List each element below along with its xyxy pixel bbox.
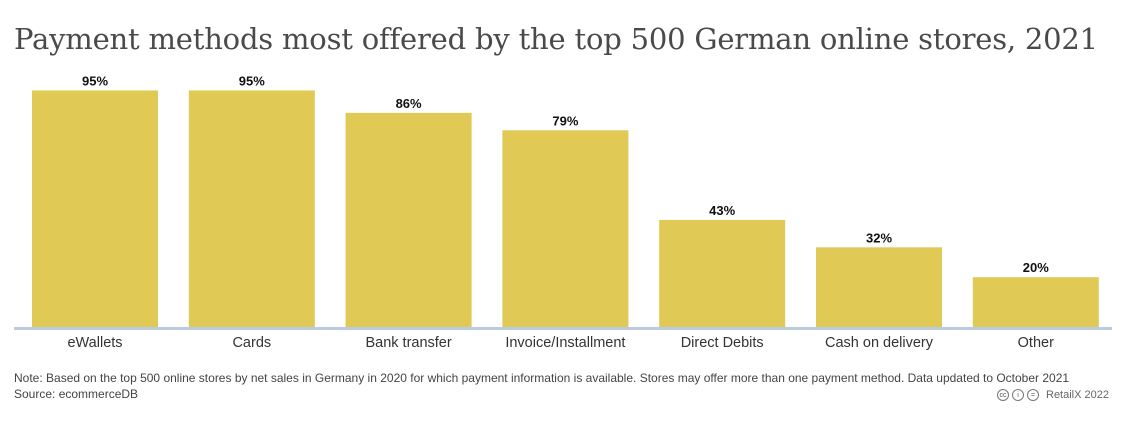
category-label-1: Cards bbox=[232, 335, 271, 351]
value-labels-group: 95% 95% 86% 79% 43% 32% 20% bbox=[82, 73, 1049, 275]
value-label-6: 20% bbox=[1023, 260, 1049, 275]
no-derivatives-icon: = bbox=[1027, 389, 1039, 401]
category-label-3: Invoice/Installment bbox=[505, 335, 625, 351]
category-label-0: eWallets bbox=[67, 335, 122, 351]
category-label-2: Bank transfer bbox=[365, 335, 451, 351]
bar-0 bbox=[32, 90, 158, 327]
footnote: Note: Based on the top 500 online stores… bbox=[14, 371, 1070, 385]
value-label-0: 95% bbox=[82, 73, 108, 88]
bar-4 bbox=[659, 219, 786, 327]
value-label-1: 95% bbox=[239, 73, 265, 88]
value-label-5: 32% bbox=[866, 230, 892, 245]
attribution-icon: i bbox=[1012, 389, 1024, 401]
chart-title: Payment methods most offered by the top … bbox=[14, 22, 1098, 56]
credit-label: RetailX 2022 bbox=[1046, 389, 1109, 401]
cc-license-icon: cc bbox=[997, 389, 1009, 401]
value-label-4: 43% bbox=[709, 203, 735, 218]
bars-group bbox=[32, 90, 1099, 327]
bar-5 bbox=[816, 247, 942, 327]
category-labels-group: eWallets Cards Bank transfer Invoice/Instal… bbox=[67, 335, 1054, 351]
bar-2 bbox=[345, 112, 472, 327]
category-label-6: Other bbox=[1018, 335, 1054, 351]
bar-1 bbox=[188, 90, 315, 327]
value-label-2: 86% bbox=[396, 96, 422, 111]
bar-6 bbox=[972, 277, 1099, 327]
category-label-4: Direct Debits bbox=[681, 335, 764, 351]
category-label-5: Cash on delivery bbox=[825, 335, 934, 351]
value-label-3: 79% bbox=[552, 113, 578, 128]
bar-chart: 95% 95% 86% 79% 43% 32% 20% eWallets Cards Bank … bbox=[14, 73, 1112, 351]
credit: cc i = RetailX 2022 bbox=[997, 389, 1109, 401]
source-note: Source: ecommerceDB bbox=[14, 387, 139, 401]
bar-3 bbox=[502, 130, 629, 327]
